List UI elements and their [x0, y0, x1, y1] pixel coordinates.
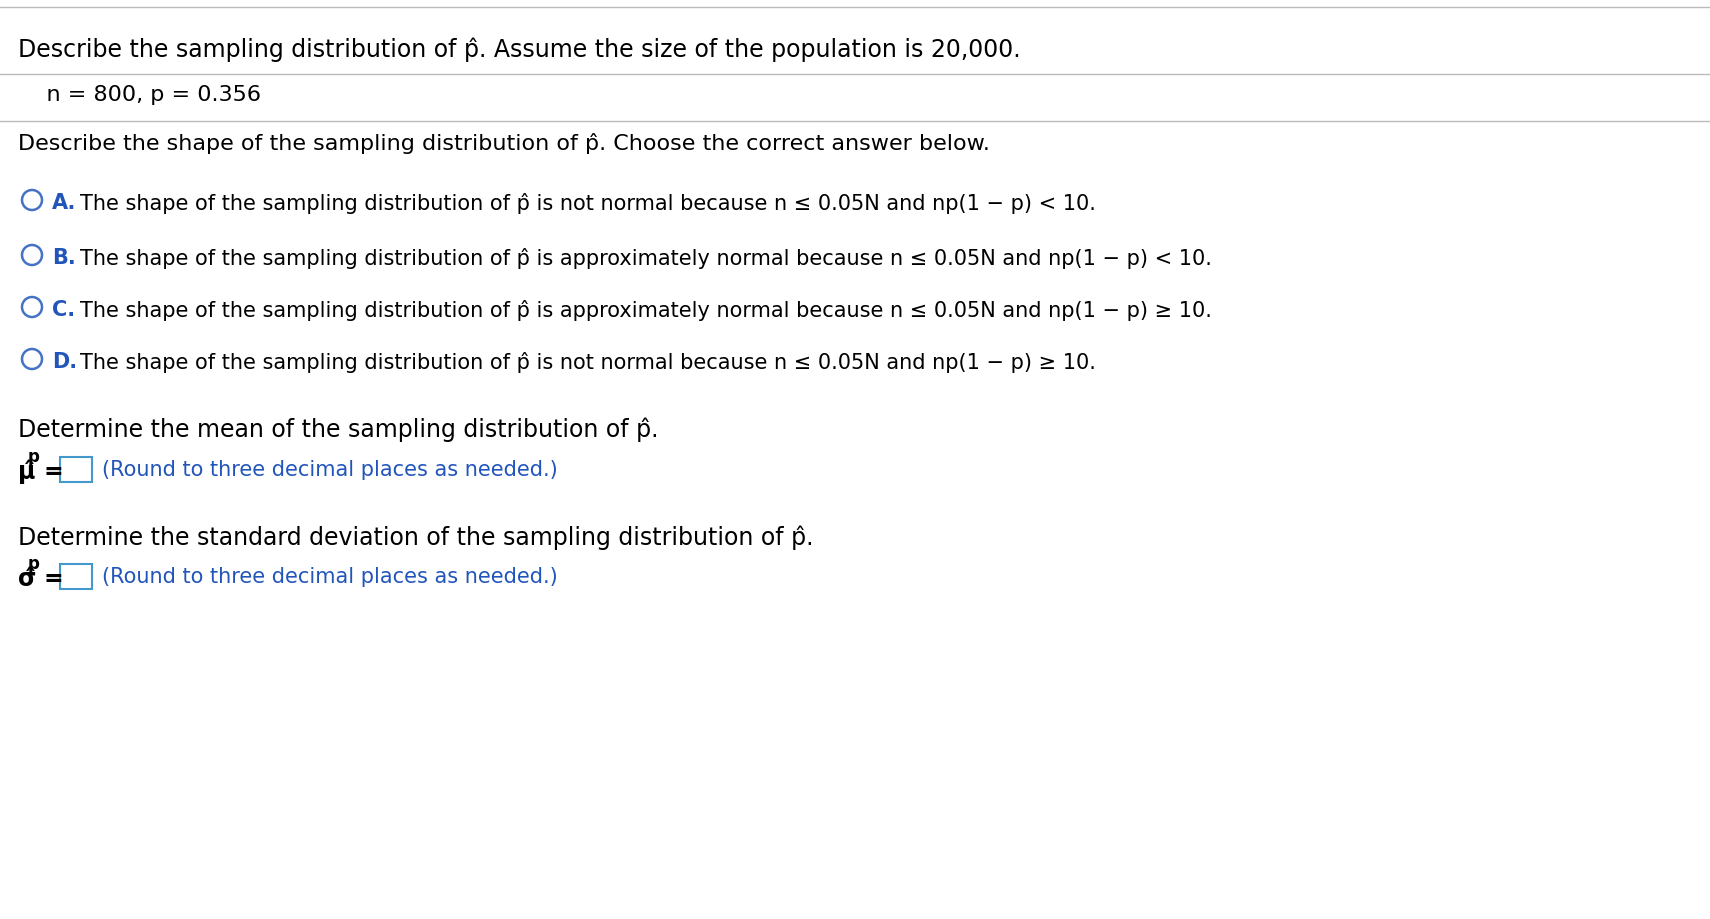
Text: =: =: [43, 566, 63, 590]
Text: n = 800, p = 0.356: n = 800, p = 0.356: [19, 85, 262, 105]
Text: The shape of the sampling distribution of p̂ is not normal because n ≤ 0.05N and: The shape of the sampling distribution o…: [80, 193, 1096, 214]
Text: μ̂: μ̂: [19, 460, 36, 484]
Text: C.: C.: [51, 300, 75, 320]
Text: A.: A.: [51, 193, 77, 213]
Text: σ̂: σ̂: [19, 566, 36, 590]
Text: (Round to three decimal places as needed.): (Round to three decimal places as needed…: [103, 566, 557, 586]
Text: D.: D.: [51, 352, 77, 371]
FancyBboxPatch shape: [60, 564, 92, 589]
Text: p: p: [27, 554, 39, 573]
Text: (Round to three decimal places as needed.): (Round to three decimal places as needed…: [103, 460, 557, 480]
Text: The shape of the sampling distribution of p̂ is approximately normal because n ≤: The shape of the sampling distribution o…: [80, 248, 1212, 268]
Text: The shape of the sampling distribution of p̂ is not normal because n ≤ 0.05N and: The shape of the sampling distribution o…: [80, 352, 1096, 372]
Text: =: =: [43, 460, 63, 483]
Text: Determine the mean of the sampling distribution of p̂.: Determine the mean of the sampling distr…: [19, 417, 658, 442]
Text: Describe the sampling distribution of p̂. Assume the size of the population is 2: Describe the sampling distribution of p̂…: [19, 38, 1021, 62]
Text: Describe the shape of the sampling distribution of p̂. Choose the correct answer: Describe the shape of the sampling distr…: [19, 133, 990, 153]
FancyBboxPatch shape: [60, 458, 92, 482]
Text: B.: B.: [51, 248, 75, 267]
Text: The shape of the sampling distribution of p̂ is approximately normal because n ≤: The shape of the sampling distribution o…: [80, 300, 1212, 321]
Text: p: p: [27, 448, 39, 466]
Text: Determine the standard deviation of the sampling distribution of p̂.: Determine the standard deviation of the …: [19, 525, 814, 549]
